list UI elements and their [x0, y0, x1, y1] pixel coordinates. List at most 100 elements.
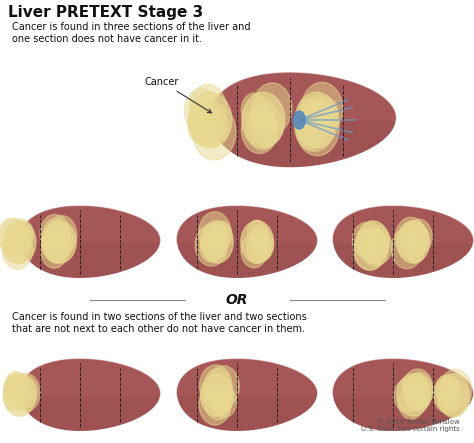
Ellipse shape	[395, 218, 427, 258]
Ellipse shape	[15, 226, 31, 247]
Ellipse shape	[434, 378, 459, 411]
Ellipse shape	[13, 235, 29, 256]
Polygon shape	[177, 359, 317, 395]
Ellipse shape	[204, 369, 232, 404]
Ellipse shape	[250, 97, 275, 128]
Ellipse shape	[199, 384, 231, 425]
Ellipse shape	[439, 379, 468, 418]
Ellipse shape	[356, 229, 375, 254]
Ellipse shape	[2, 229, 33, 269]
Ellipse shape	[293, 111, 305, 129]
Ellipse shape	[394, 380, 419, 412]
Ellipse shape	[212, 386, 237, 418]
Ellipse shape	[255, 236, 272, 258]
Ellipse shape	[406, 385, 426, 411]
Ellipse shape	[401, 221, 427, 256]
Ellipse shape	[191, 103, 226, 148]
Ellipse shape	[241, 234, 267, 268]
Ellipse shape	[439, 369, 472, 412]
Ellipse shape	[184, 89, 219, 133]
Ellipse shape	[400, 225, 419, 250]
Ellipse shape	[211, 385, 233, 413]
Ellipse shape	[365, 225, 390, 257]
Polygon shape	[20, 359, 160, 395]
Ellipse shape	[365, 229, 392, 264]
Ellipse shape	[397, 374, 429, 416]
Ellipse shape	[409, 226, 429, 253]
Polygon shape	[333, 206, 473, 242]
Ellipse shape	[253, 105, 274, 131]
Ellipse shape	[407, 379, 431, 410]
Text: © 2010 Terese Winslow
U.S. Govt. has certain rights: © 2010 Terese Winslow U.S. Govt. has cer…	[361, 419, 460, 432]
Ellipse shape	[189, 107, 218, 144]
Ellipse shape	[442, 385, 458, 407]
Ellipse shape	[356, 221, 389, 263]
Ellipse shape	[355, 229, 386, 270]
Ellipse shape	[4, 373, 30, 408]
Ellipse shape	[40, 214, 70, 253]
Polygon shape	[20, 359, 160, 431]
Ellipse shape	[189, 92, 232, 148]
Ellipse shape	[205, 112, 229, 143]
Ellipse shape	[247, 237, 267, 264]
Ellipse shape	[246, 109, 278, 150]
Ellipse shape	[253, 233, 271, 257]
Ellipse shape	[46, 237, 66, 263]
Ellipse shape	[201, 221, 233, 263]
Ellipse shape	[192, 104, 236, 160]
Polygon shape	[20, 206, 160, 242]
Ellipse shape	[5, 372, 27, 400]
Ellipse shape	[203, 229, 223, 255]
Ellipse shape	[247, 220, 266, 245]
Text: OR: OR	[226, 293, 248, 307]
Ellipse shape	[200, 233, 222, 262]
Ellipse shape	[213, 387, 231, 410]
Ellipse shape	[4, 385, 24, 410]
Ellipse shape	[208, 366, 239, 407]
Ellipse shape	[294, 100, 334, 152]
Ellipse shape	[0, 219, 28, 256]
Polygon shape	[20, 206, 160, 278]
Ellipse shape	[242, 92, 285, 148]
Ellipse shape	[241, 221, 273, 263]
Ellipse shape	[3, 374, 36, 416]
Ellipse shape	[437, 374, 470, 416]
Ellipse shape	[391, 228, 423, 269]
Ellipse shape	[199, 212, 231, 254]
Ellipse shape	[5, 378, 25, 404]
Polygon shape	[177, 359, 317, 431]
Ellipse shape	[406, 241, 423, 262]
Ellipse shape	[363, 222, 380, 245]
Ellipse shape	[241, 107, 278, 154]
Ellipse shape	[12, 376, 37, 408]
Ellipse shape	[308, 95, 329, 123]
Ellipse shape	[250, 225, 269, 249]
Text: Cancer: Cancer	[145, 77, 211, 113]
Text: Cancer is found in two sections of the liver and two sections
that are not next : Cancer is found in two sections of the l…	[12, 312, 307, 334]
Polygon shape	[177, 206, 317, 278]
Ellipse shape	[405, 373, 433, 408]
Ellipse shape	[296, 100, 339, 156]
Ellipse shape	[443, 383, 458, 403]
Polygon shape	[333, 359, 473, 395]
Ellipse shape	[3, 381, 22, 404]
Ellipse shape	[299, 99, 320, 126]
Ellipse shape	[250, 104, 283, 146]
Ellipse shape	[0, 218, 26, 254]
Ellipse shape	[253, 83, 292, 134]
Ellipse shape	[297, 105, 330, 147]
Polygon shape	[333, 359, 473, 431]
Ellipse shape	[404, 374, 431, 410]
Ellipse shape	[10, 219, 34, 250]
Ellipse shape	[201, 113, 224, 144]
Ellipse shape	[295, 92, 338, 148]
Ellipse shape	[407, 240, 424, 263]
Ellipse shape	[214, 225, 229, 245]
Ellipse shape	[241, 93, 267, 126]
Ellipse shape	[201, 374, 233, 416]
Ellipse shape	[208, 231, 227, 256]
Ellipse shape	[406, 219, 432, 254]
Ellipse shape	[53, 233, 68, 253]
Ellipse shape	[47, 216, 77, 254]
Ellipse shape	[3, 221, 36, 263]
